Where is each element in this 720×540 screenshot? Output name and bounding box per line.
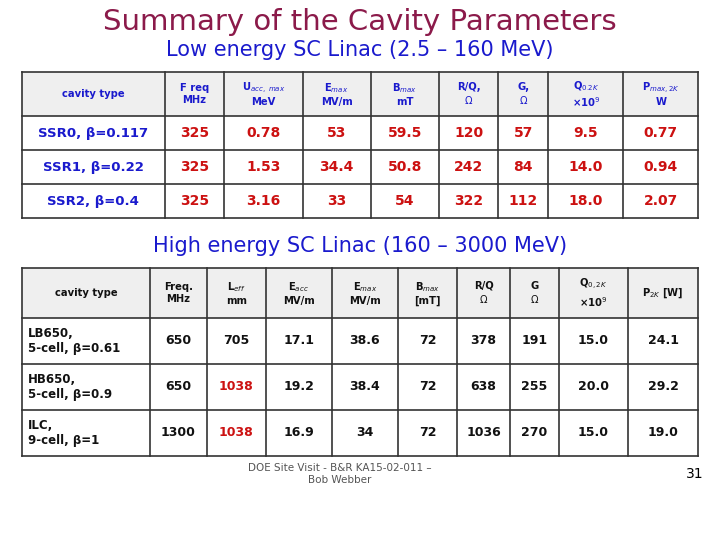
Text: 325: 325 <box>180 126 209 140</box>
Text: 1038: 1038 <box>219 427 253 440</box>
Bar <box>22 268 698 318</box>
Text: U$_{acc,\ max}$
MeV: U$_{acc,\ max}$ MeV <box>242 80 285 107</box>
Text: 38.6: 38.6 <box>350 334 380 348</box>
Text: 24.1: 24.1 <box>648 334 679 348</box>
Text: DOE Site Visit - B&R KA15-02-011 –
Bob Webber: DOE Site Visit - B&R KA15-02-011 – Bob W… <box>248 463 432 485</box>
Text: 84: 84 <box>513 160 533 174</box>
Text: 650: 650 <box>166 334 192 348</box>
Text: L$_{eff}$
mm: L$_{eff}$ mm <box>226 280 247 306</box>
Bar <box>22 410 698 456</box>
Bar <box>22 116 698 150</box>
Text: 34: 34 <box>356 427 374 440</box>
Bar <box>22 364 698 410</box>
Text: G
$\Omega$: G $\Omega$ <box>530 281 539 305</box>
Text: cavity type: cavity type <box>55 288 117 298</box>
Text: 638: 638 <box>471 381 497 394</box>
Text: SSR1, β=0.22: SSR1, β=0.22 <box>42 160 144 173</box>
Bar <box>22 184 698 218</box>
Text: 17.1: 17.1 <box>284 334 315 348</box>
Text: 57: 57 <box>513 126 533 140</box>
Text: 325: 325 <box>180 160 209 174</box>
Text: G,
$\Omega$: G, $\Omega$ <box>517 82 529 106</box>
Text: P$_{2K}$ [W]: P$_{2K}$ [W] <box>642 286 684 300</box>
Text: 50.8: 50.8 <box>387 160 422 174</box>
Text: E$_{acc}$
MV/m: E$_{acc}$ MV/m <box>283 280 315 306</box>
Text: 650: 650 <box>166 381 192 394</box>
Text: 322: 322 <box>454 194 483 208</box>
Text: 270: 270 <box>521 427 548 440</box>
Text: 15.0: 15.0 <box>578 334 609 348</box>
Text: Summary of the Cavity Parameters: Summary of the Cavity Parameters <box>103 8 617 36</box>
Text: 325: 325 <box>180 194 209 208</box>
Text: 15.0: 15.0 <box>578 427 609 440</box>
Text: 31: 31 <box>686 467 704 481</box>
Text: 33: 33 <box>327 194 346 208</box>
Text: 72: 72 <box>419 381 436 394</box>
Text: 1038: 1038 <box>219 381 253 394</box>
Text: 1300: 1300 <box>161 427 196 440</box>
Text: 1.53: 1.53 <box>246 160 281 174</box>
Text: 242: 242 <box>454 160 483 174</box>
Text: 38.4: 38.4 <box>350 381 380 394</box>
Text: SSR2, β=0.4: SSR2, β=0.4 <box>48 194 139 207</box>
Text: Q$_{0.2K}$
×10$^9$: Q$_{0.2K}$ ×10$^9$ <box>572 79 600 109</box>
Text: 16.9: 16.9 <box>284 427 314 440</box>
Bar <box>22 72 698 116</box>
Text: 9.5: 9.5 <box>574 126 598 140</box>
Text: 120: 120 <box>454 126 483 140</box>
Text: cavity type: cavity type <box>62 89 125 99</box>
Text: B$_{max}$
mT: B$_{max}$ mT <box>392 82 417 107</box>
Text: 1036: 1036 <box>467 427 501 440</box>
Text: 378: 378 <box>471 334 497 348</box>
Bar <box>22 150 698 184</box>
Text: 19.0: 19.0 <box>648 427 679 440</box>
Text: 0.94: 0.94 <box>644 160 678 174</box>
Text: SSR0, β=0.117: SSR0, β=0.117 <box>38 126 148 139</box>
Text: HB650,
5-cell, β=0.9: HB650, 5-cell, β=0.9 <box>28 373 112 401</box>
Bar <box>22 318 698 364</box>
Text: Q$_{0,2K}$
×10$^9$: Q$_{0,2K}$ ×10$^9$ <box>580 278 608 309</box>
Text: 59.5: 59.5 <box>387 126 422 140</box>
Text: 2.07: 2.07 <box>644 194 678 208</box>
Text: 705: 705 <box>223 334 249 348</box>
Text: LB650,
5-cell, β=0.61: LB650, 5-cell, β=0.61 <box>28 327 120 355</box>
Text: High energy SC Linac (160 – 3000 MeV): High energy SC Linac (160 – 3000 MeV) <box>153 236 567 256</box>
Text: E$_{max}$
MV/m: E$_{max}$ MV/m <box>349 280 381 306</box>
Text: 14.0: 14.0 <box>569 160 603 174</box>
Text: 3.16: 3.16 <box>246 194 281 208</box>
Text: Low energy SC Linac (2.5 – 160 MeV): Low energy SC Linac (2.5 – 160 MeV) <box>166 40 554 60</box>
Text: 34.4: 34.4 <box>320 160 354 174</box>
Text: 20.0: 20.0 <box>578 381 609 394</box>
Text: 112: 112 <box>509 194 538 208</box>
Text: 72: 72 <box>419 427 436 440</box>
Text: 255: 255 <box>521 381 548 394</box>
Text: 191: 191 <box>521 334 548 348</box>
Text: R/Q
$\Omega$: R/Q $\Omega$ <box>474 281 493 305</box>
Text: 29.2: 29.2 <box>648 381 679 394</box>
Text: 72: 72 <box>419 334 436 348</box>
Text: Freq.
MHz: Freq. MHz <box>164 282 193 304</box>
Text: 18.0: 18.0 <box>569 194 603 208</box>
Text: F req
MHz: F req MHz <box>180 83 209 105</box>
Text: 19.2: 19.2 <box>284 381 315 394</box>
Text: 0.78: 0.78 <box>246 126 281 140</box>
Text: P$_{max,2K}$
W: P$_{max,2K}$ W <box>642 80 680 107</box>
Text: E$_{max}$
MV/m: E$_{max}$ MV/m <box>320 82 353 107</box>
Text: B$_{max}$
[mT]: B$_{max}$ [mT] <box>414 280 441 306</box>
Text: 54: 54 <box>395 194 414 208</box>
Text: 0.77: 0.77 <box>644 126 678 140</box>
Text: ILC,
9-cell, β=1: ILC, 9-cell, β=1 <box>28 419 99 447</box>
Text: 53: 53 <box>327 126 346 140</box>
Text: R/Q,
$\Omega$: R/Q, $\Omega$ <box>456 82 480 106</box>
